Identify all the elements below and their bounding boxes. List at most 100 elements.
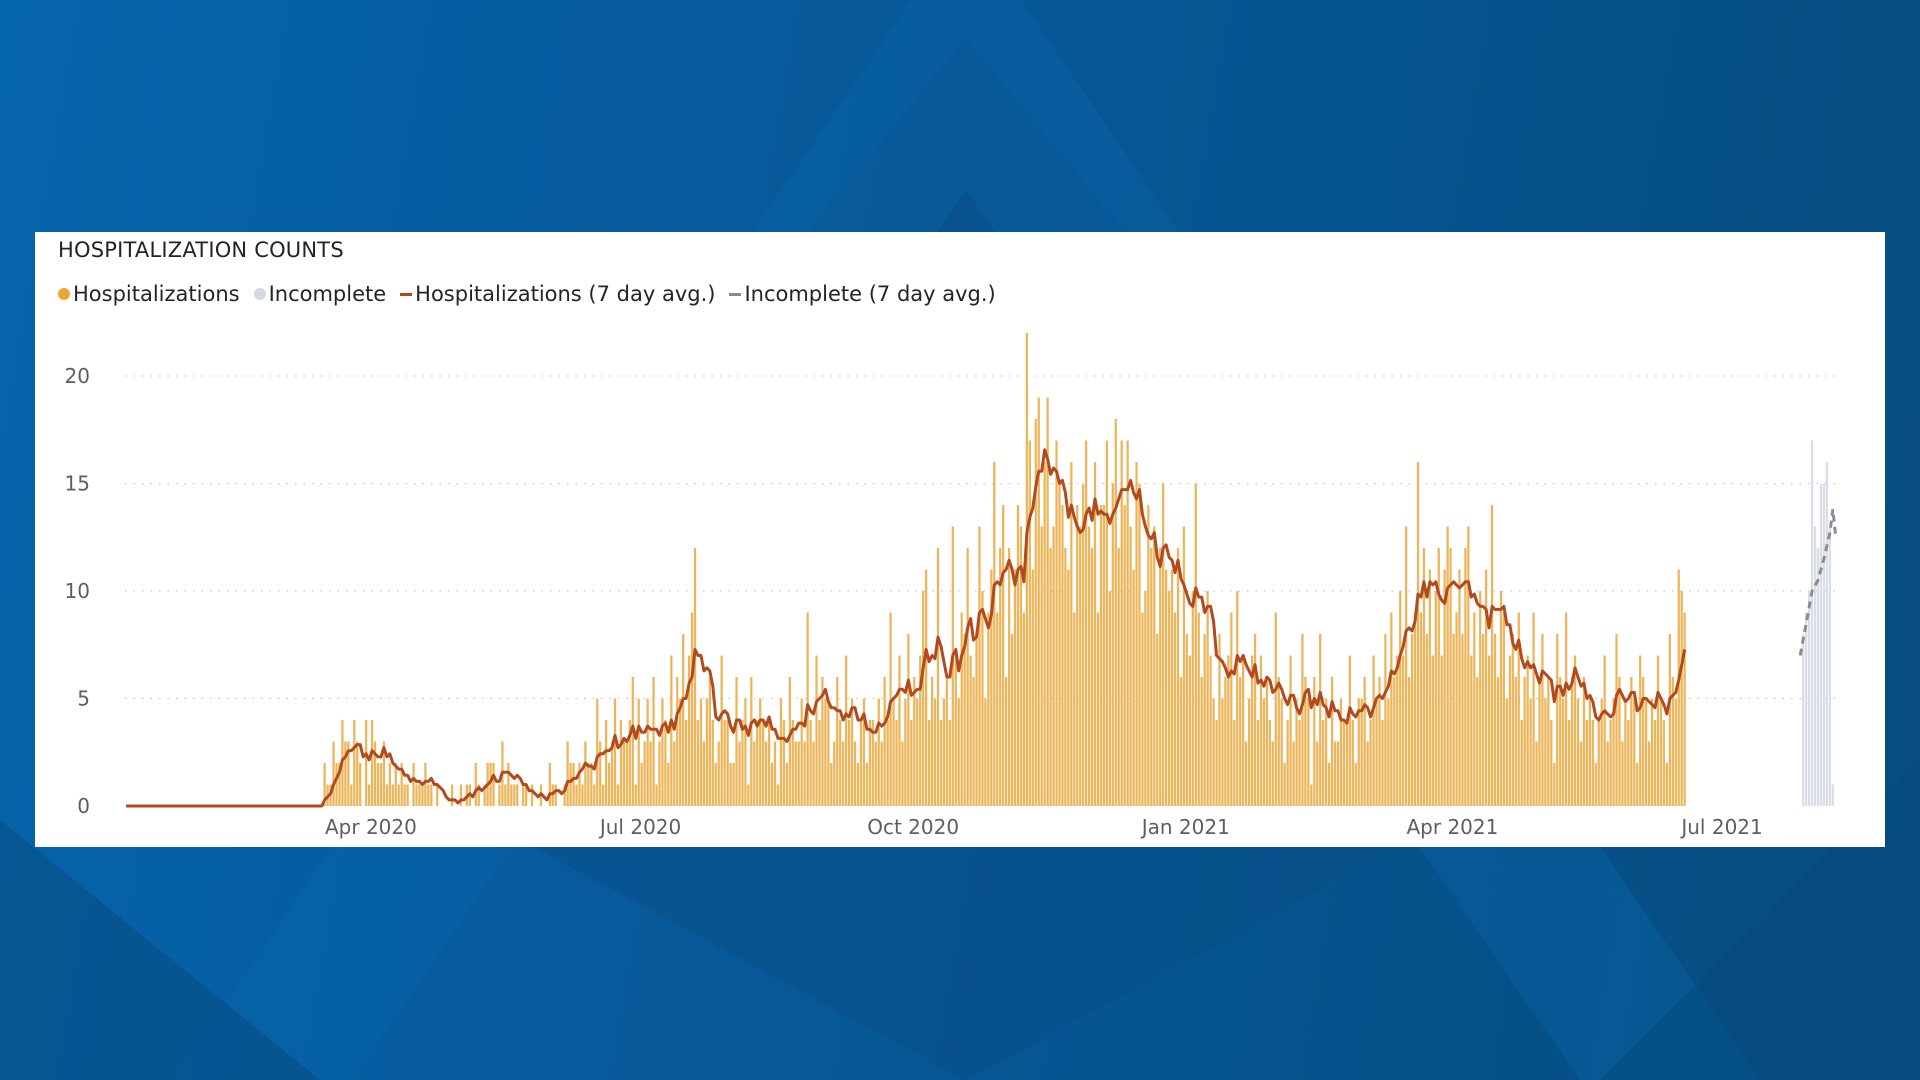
bar[interactable] <box>1387 698 1390 807</box>
bar[interactable] <box>655 784 658 807</box>
bar[interactable] <box>690 612 694 807</box>
bar[interactable] <box>622 741 626 807</box>
bar[interactable] <box>933 698 937 807</box>
bar[interactable] <box>394 763 397 806</box>
incomplete-bar[interactable] <box>1807 591 1811 806</box>
bar[interactable] <box>1221 698 1224 807</box>
legend-item-incomplete-7day[interactable]: Incomplete (7 day avg.) <box>729 282 996 306</box>
bar[interactable] <box>379 763 383 806</box>
bar[interactable] <box>1283 763 1286 806</box>
bar[interactable] <box>1013 569 1017 807</box>
bar[interactable] <box>359 763 362 806</box>
bar[interactable] <box>1247 698 1251 807</box>
bar[interactable] <box>738 741 741 807</box>
bar[interactable] <box>1393 677 1396 806</box>
bar[interactable] <box>693 548 697 806</box>
bar[interactable] <box>791 720 794 806</box>
bar[interactable] <box>1274 612 1277 807</box>
bar[interactable] <box>1597 720 1600 806</box>
bar[interactable] <box>1410 634 1414 806</box>
bar[interactable] <box>575 784 578 807</box>
bar[interactable] <box>1052 526 1055 807</box>
bar[interactable] <box>1630 677 1633 806</box>
bar[interactable] <box>581 784 584 807</box>
bar[interactable] <box>1327 763 1331 806</box>
bar[interactable] <box>1440 655 1443 807</box>
bar[interactable] <box>714 763 717 806</box>
bar[interactable] <box>1609 720 1612 806</box>
bar[interactable] <box>1508 655 1511 807</box>
bar[interactable] <box>554 784 557 807</box>
bar[interactable] <box>1197 612 1200 807</box>
bar[interactable] <box>1153 526 1156 807</box>
bar[interactable] <box>1413 612 1417 807</box>
bar[interactable] <box>1482 634 1485 806</box>
bar[interactable] <box>1538 677 1541 806</box>
bar[interactable] <box>1256 720 1260 806</box>
bar[interactable] <box>868 720 871 806</box>
bar[interactable] <box>1105 440 1109 807</box>
bar[interactable] <box>916 698 919 807</box>
bar[interactable] <box>1490 505 1494 806</box>
bar[interactable] <box>1422 548 1426 806</box>
bar[interactable] <box>1437 548 1440 806</box>
bar[interactable] <box>643 741 646 807</box>
bar[interactable] <box>332 741 335 807</box>
bar[interactable] <box>895 720 898 806</box>
bar[interactable] <box>1117 548 1120 806</box>
bar[interactable] <box>640 763 643 806</box>
bar[interactable] <box>1633 698 1636 807</box>
bar[interactable] <box>883 677 886 806</box>
bar[interactable] <box>880 741 883 807</box>
bar[interactable] <box>794 741 797 807</box>
bar[interactable] <box>1313 677 1316 806</box>
bar[interactable] <box>323 763 326 806</box>
bar[interactable] <box>1363 677 1366 806</box>
bar[interactable] <box>673 741 676 807</box>
bar[interactable] <box>1316 741 1319 807</box>
bar[interactable] <box>945 677 949 806</box>
bar[interactable] <box>741 720 744 806</box>
bar[interactable] <box>1333 741 1337 807</box>
bar[interactable] <box>338 763 341 806</box>
bar[interactable] <box>602 784 605 807</box>
incomplete-bars[interactable] <box>1802 440 1834 807</box>
bar[interactable] <box>1082 483 1085 807</box>
bar[interactable] <box>762 720 765 806</box>
bar[interactable] <box>1224 677 1227 806</box>
bar[interactable] <box>1535 741 1538 807</box>
bar[interactable] <box>1653 720 1657 806</box>
bar[interactable] <box>1523 677 1526 806</box>
bar[interactable] <box>1473 612 1476 807</box>
bar[interactable] <box>1245 741 1248 807</box>
bar[interactable] <box>1031 569 1034 807</box>
bar[interactable] <box>1375 698 1378 807</box>
bar[interactable] <box>1425 634 1429 806</box>
bar[interactable] <box>1553 763 1556 806</box>
bar[interactable] <box>904 698 907 807</box>
bar[interactable] <box>1108 591 1111 806</box>
incomplete-bar[interactable] <box>1816 548 1820 806</box>
bar[interactable] <box>1289 655 1292 807</box>
bar[interactable] <box>1677 569 1680 807</box>
bar[interactable] <box>1591 720 1594 806</box>
bar[interactable] <box>1159 548 1162 806</box>
bar[interactable] <box>862 698 866 807</box>
bar[interactable] <box>975 634 978 806</box>
bar[interactable] <box>670 655 673 807</box>
bar[interactable] <box>830 763 833 806</box>
bar[interactable] <box>1645 698 1648 807</box>
bar[interactable] <box>910 720 913 806</box>
bar[interactable] <box>1129 526 1132 807</box>
bar[interactable] <box>430 784 433 807</box>
bar[interactable] <box>619 720 623 806</box>
bar[interactable] <box>1407 677 1411 806</box>
bar[interactable] <box>646 698 649 807</box>
bar[interactable] <box>723 720 726 806</box>
bar[interactable] <box>1067 569 1070 807</box>
incomplete-bar[interactable] <box>1822 483 1826 807</box>
bar[interactable] <box>412 763 415 806</box>
bar[interactable] <box>459 784 463 807</box>
bar[interactable] <box>815 655 818 807</box>
bar[interactable] <box>720 655 723 807</box>
